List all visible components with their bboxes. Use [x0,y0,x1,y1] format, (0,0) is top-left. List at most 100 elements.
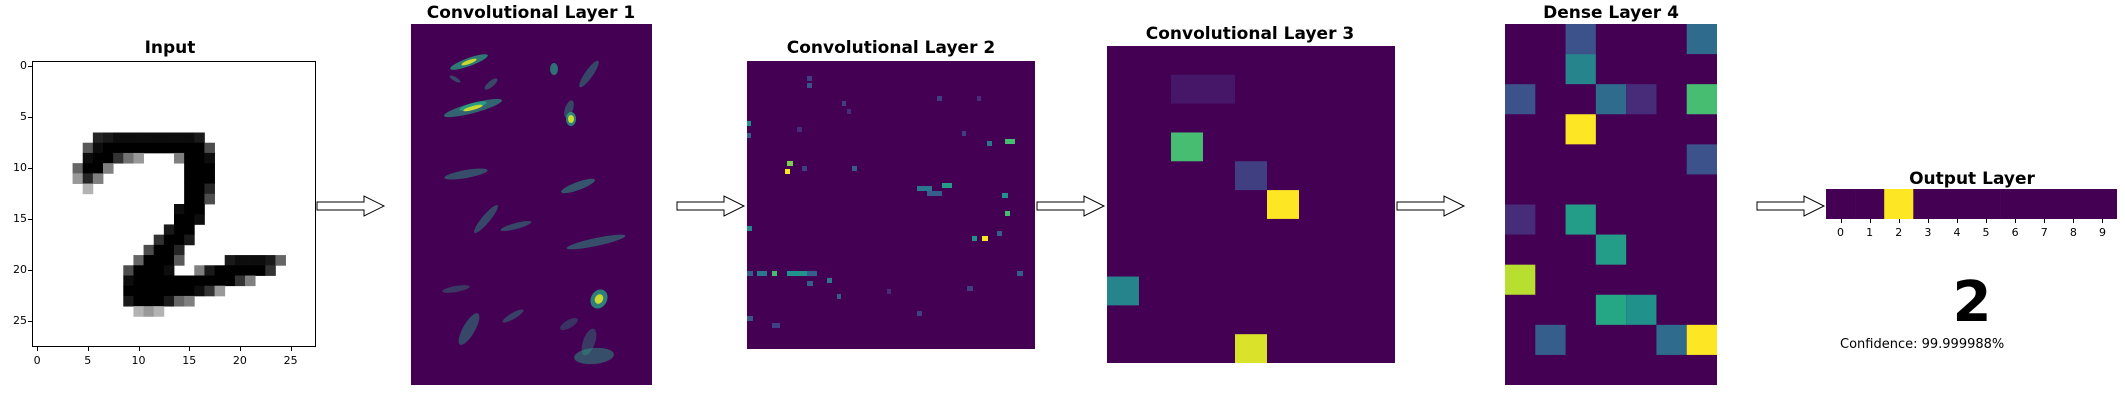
pixel-cell [255,265,266,276]
activation-blob [463,104,483,112]
y-tick-mark [28,270,32,272]
pixel-cell [163,255,175,266]
pixel-cell [184,214,195,225]
activation-blob [550,63,558,75]
activation-pixel [827,278,832,283]
x-tick-label: 5 [84,354,92,367]
x-tick-label: 20 [232,354,247,367]
activation-pixel [972,236,977,241]
x-tick-mark [2015,219,2017,223]
pixel-cell [194,265,205,276]
activation-pixel [802,166,807,171]
pixel-cell [163,224,175,236]
activation-pixel [842,101,846,106]
output-heatmap [1826,189,2117,219]
x-tick-mark [1840,219,1842,223]
y-tick-label: 5 [20,110,27,124]
activation-cell [1203,74,1235,104]
activation-pixel [1017,271,1023,276]
x-tick-mark [1956,219,1958,223]
pixel-cell [194,193,205,205]
pixel-cell [153,244,165,256]
pixel-cell [194,204,205,215]
pixel-cell [184,193,195,205]
activation-pixel [847,109,851,114]
pixel-cell [194,183,205,195]
x-tick-mark [1986,219,1988,223]
x-tick-mark [2102,219,2104,223]
activation-pixel [942,183,952,188]
conv2-feature-map [747,61,1035,349]
pixel-cell [153,285,165,297]
pixel-cell [184,152,195,164]
activation-pixel [852,166,857,171]
dense4-feature-map [1505,24,1717,385]
activation-cell [1686,324,1717,355]
activation-pixel [807,271,817,276]
conv2-heatmap [747,61,1035,349]
activation-cell [1171,132,1203,162]
pixel-cell [103,152,114,164]
x-tick-label: 4 [1953,226,1961,239]
pixel-cell [234,255,246,266]
pixel-cell [123,285,134,297]
activation-cell [1626,84,1657,115]
x-tick-label: 3 [1924,226,1932,239]
activation-blob [444,168,488,180]
activation-pixel [807,281,813,286]
activation-pixel [797,127,802,132]
pixel-cell [204,142,215,154]
output-cell [1971,189,2001,219]
pixel-cell [174,214,185,225]
conv3-title: Convolutional Layer 3 [1145,24,1355,44]
activation-pixel [757,271,767,276]
y-tick-label: 25 [13,314,27,328]
pixel-cell [113,152,124,164]
pixel-cell [174,285,185,297]
activation-pixel [785,169,790,174]
pixel-cell [163,132,175,144]
pixel-cell [143,275,155,287]
pixel-cell [204,285,215,297]
activation-pixel [967,286,973,291]
arrow-icon [1756,195,1826,217]
pixel-cell [153,306,165,317]
x-tick-mark [2073,219,2075,223]
activation-cell [1505,204,1536,235]
activation-pixel [987,141,992,146]
conv3-heatmap [1107,46,1395,363]
pixel-cell [184,173,195,184]
pixel-cell [143,142,155,154]
pixel-cell [143,285,155,297]
pixel-cell [204,183,215,195]
pixel-cell [214,275,226,287]
pixel-cell [174,204,185,215]
x-tick-mark [239,347,241,351]
activation-cell [1686,24,1717,55]
pixel-cell [204,193,215,205]
pixel-cell [174,275,185,287]
activation-pixel [747,226,752,231]
activation-cell [1595,84,1627,115]
dense4-title: Dense Layer 4 [1543,3,1679,23]
activation-blob [561,178,595,194]
activation-cell [1686,144,1717,175]
pixel-cell [133,285,144,297]
pixel-cell [92,173,104,184]
activation-cell [1107,276,1139,306]
activation-cell [1505,84,1536,115]
pixel-cell [92,132,104,144]
activation-cell [1626,294,1657,325]
x-tick-mark [2044,219,2046,223]
pixel-cell [82,142,94,154]
pixel-cell [245,265,256,276]
pixel-cell [204,163,215,174]
pixel-cell [123,295,134,307]
pixel-cell [153,255,165,266]
x-tick-label: 9 [2098,226,2106,239]
pixel-cell [123,132,134,144]
activation-pixel [927,191,942,196]
activation-blob [474,204,498,234]
pixel-cell [103,142,114,154]
pixel-cell [82,152,94,164]
